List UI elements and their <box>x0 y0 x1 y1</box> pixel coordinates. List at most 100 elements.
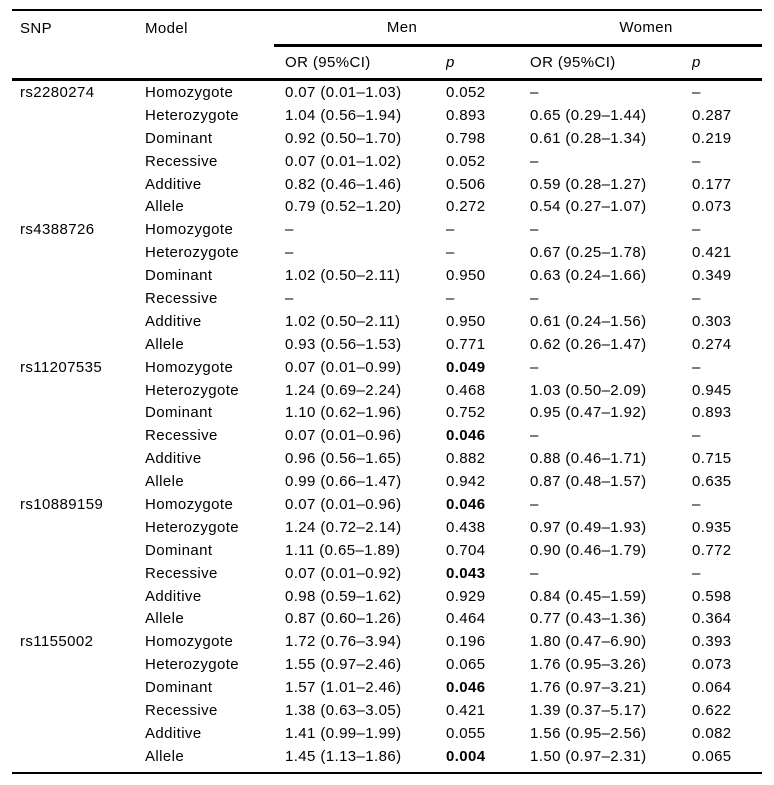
bottom-spacer-row <box>12 768 762 773</box>
table-row: Recessive 0.07 (0.01–0.92) 0.043 – – <box>12 562 762 585</box>
women-or-cell: 1.76 (0.97–3.21) <box>530 679 647 697</box>
model-cell: Homozygote <box>145 221 234 239</box>
women-or-cell: – <box>530 427 539 445</box>
men-p-cell: 0.438 <box>446 518 486 536</box>
snp-cell <box>12 585 145 608</box>
subheader-men-or-ci: OR (95%CI) <box>274 45 446 81</box>
women-p-cell: – <box>692 495 701 513</box>
snp-cell <box>12 264 145 287</box>
table-header: SNP Model Men Women OR (95%CI) p OR (95%… <box>12 10 763 81</box>
model-cell: Dominant <box>145 404 213 422</box>
subheader-empty-model <box>145 45 274 81</box>
men-or-cell: 1.41 (0.99–1.99) <box>285 724 402 742</box>
women-or-cell: 0.90 (0.46–1.79) <box>530 541 647 559</box>
women-p-cell: 0.635 <box>692 473 732 491</box>
header-snp: SNP <box>20 19 53 37</box>
snp-cell <box>12 195 145 218</box>
snp-cell: rs10889159 <box>20 495 104 513</box>
men-or-cell: 0.79 (0.52–1.20) <box>285 198 402 216</box>
men-or-cell: 1.57 (1.01–2.46) <box>285 679 402 697</box>
model-cell: Heterozygote <box>145 381 240 399</box>
table-row: Dominant 1.10 (0.62–1.96) 0.752 0.95 (0.47–… <box>12 401 762 424</box>
snp-cell: rs1155002 <box>20 633 94 651</box>
table-row: Additive 0.96 (0.56–1.65) 0.882 0.88 (0.46–… <box>12 447 762 470</box>
snp-cell <box>12 379 145 402</box>
model-cell: Additive <box>145 450 202 468</box>
women-p-cell: 0.598 <box>692 587 732 605</box>
men-or-cell: – <box>285 221 294 239</box>
women-or-cell: 0.54 (0.27–1.07) <box>530 198 647 216</box>
women-p-cell: – <box>692 358 701 376</box>
model-cell: Heterozygote <box>145 106 240 124</box>
men-or-cell: 0.93 (0.56–1.53) <box>285 335 402 353</box>
table-row: Recessive 1.38 (0.63–3.05) 0.421 1.39 (0.37… <box>12 699 762 722</box>
subheader-men-p: p <box>446 45 531 81</box>
table-row: Dominant 1.11 (0.65–1.89) 0.704 0.90 (0.46–… <box>12 539 762 562</box>
table-row: rs10889159 Homozygote 0.07 (0.01–0.96) 0.04… <box>12 493 762 516</box>
table-row: Dominant 0.92 (0.50–1.70) 0.798 0.61 (0.28–… <box>12 127 762 150</box>
women-or-cell: 1.50 (0.97–2.31) <box>530 747 647 765</box>
men-p-cell: 0.052 <box>446 152 486 170</box>
women-or-cell: – <box>530 221 539 239</box>
women-or-cell: 0.61 (0.28–1.34) <box>530 129 647 147</box>
men-p-cell: – <box>446 244 455 262</box>
men-or-cell: 0.98 (0.59–1.62) <box>285 587 402 605</box>
table-row: Additive 0.98 (0.59–1.62) 0.929 0.84 (0.45–… <box>12 585 762 608</box>
women-p-cell: 0.772 <box>692 541 732 559</box>
table-row: rs4388726 Homozygote – – – – <box>12 218 762 241</box>
women-p-cell: – <box>692 289 701 307</box>
snp-cell <box>12 745 145 768</box>
women-or-cell: 0.88 (0.46–1.71) <box>530 450 647 468</box>
model-cell: Homozygote <box>145 83 234 101</box>
snp-cell <box>12 310 145 333</box>
snp-cell <box>12 104 145 127</box>
women-p-cell: 0.715 <box>692 450 732 468</box>
men-p-cell: 0.046 <box>446 427 486 445</box>
men-p-cell: 0.506 <box>446 175 486 193</box>
men-p-cell: 0.704 <box>446 541 486 559</box>
table-row: rs2280274 Homozygote 0.07 (0.01–1.03) 0.052… <box>12 80 762 104</box>
men-or-cell: 1.45 (1.13–1.86) <box>285 747 402 765</box>
men-p-cell: – <box>446 289 455 307</box>
model-cell: Additive <box>145 175 202 193</box>
table-row: Recessive 0.07 (0.01–1.02) 0.052 – – <box>12 150 762 173</box>
women-p-cell: 0.393 <box>692 633 732 651</box>
women-or-cell: 0.62 (0.26–1.47) <box>530 335 647 353</box>
model-cell: Allele <box>145 747 185 765</box>
model-cell: Homozygote <box>145 495 234 513</box>
table-row: rs11207535 Homozygote 0.07 (0.01–0.99) 0.04… <box>12 356 762 379</box>
subheader-women-p: p <box>692 45 763 81</box>
women-p-cell: – <box>692 564 701 582</box>
women-or-cell: 1.80 (0.47–6.90) <box>530 633 647 651</box>
men-or-cell: 1.24 (0.69–2.24) <box>285 381 402 399</box>
men-p-cell: 0.464 <box>446 610 486 628</box>
women-p-cell: – <box>692 221 701 239</box>
header-women: Women <box>530 10 763 47</box>
snp-cell <box>12 562 145 585</box>
model-cell: Allele <box>145 198 185 216</box>
women-p-cell: 0.219 <box>692 129 732 147</box>
table-row: Heterozygote 1.24 (0.72–2.14) 0.438 0.97 (0… <box>12 516 762 539</box>
men-p-cell: 0.771 <box>446 335 486 353</box>
women-p-cell: 0.274 <box>692 335 732 353</box>
men-or-cell: 0.07 (0.01–0.99) <box>285 358 402 376</box>
women-p-cell: 0.082 <box>692 724 732 742</box>
snp-cell <box>12 699 145 722</box>
snp-cell <box>12 333 145 356</box>
men-or-cell: 0.07 (0.01–0.92) <box>285 564 402 582</box>
women-or-cell: 1.39 (0.37–5.17) <box>530 701 647 719</box>
men-or-cell: – <box>285 289 294 307</box>
women-or-cell: 0.95 (0.47–1.92) <box>530 404 647 422</box>
snp-cell <box>12 470 145 493</box>
women-or-cell: 0.87 (0.48–1.57) <box>530 473 647 491</box>
subheader-women-or-ci: OR (95%CI) <box>530 45 693 81</box>
women-or-cell: – <box>530 564 539 582</box>
women-or-cell: – <box>530 289 539 307</box>
men-p-cell: 0.046 <box>446 495 486 513</box>
men-or-cell: 0.07 (0.01–1.02) <box>285 152 402 170</box>
men-or-cell: 1.72 (0.76–3.94) <box>285 633 402 651</box>
men-p-cell: 0.882 <box>446 450 486 468</box>
model-cell: Recessive <box>145 289 218 307</box>
table-row: Heterozygote – – 0.67 (0.25–1.78) 0.421 <box>12 241 762 264</box>
women-or-cell: – <box>530 495 539 513</box>
